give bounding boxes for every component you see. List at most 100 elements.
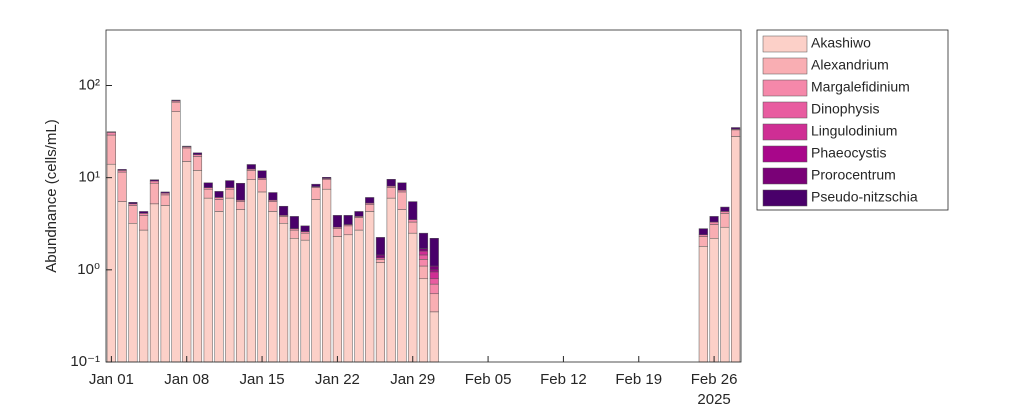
bar-segment	[117, 171, 127, 202]
bar-segment	[160, 192, 170, 196]
legend-label: Lingulodinium	[811, 123, 897, 139]
x-tick-label: Feb 19	[615, 371, 662, 388]
bar-segment	[225, 188, 235, 199]
bar-segment	[343, 225, 353, 236]
bar-segment	[117, 201, 127, 363]
x-tick-label: Jan 22	[315, 371, 360, 388]
bar-segment	[235, 182, 246, 201]
bar-segment	[332, 215, 342, 228]
bar-segment	[225, 197, 235, 363]
bar-segment	[354, 211, 364, 217]
bar-segment	[418, 254, 429, 260]
bar-segment	[429, 278, 439, 285]
bar-segment	[343, 215, 353, 225]
bar-segment	[332, 236, 342, 363]
bar-segment	[268, 211, 278, 363]
bar-segment	[408, 201, 418, 220]
bar-segment	[375, 237, 386, 256]
bar-segment	[418, 248, 429, 252]
bar-segment	[709, 224, 719, 239]
legend-label: Margalefidinium	[811, 79, 910, 95]
x-tick-label: Feb 05	[465, 371, 512, 388]
bar-segment	[128, 223, 138, 363]
bar-segment	[182, 161, 192, 363]
bar-segment	[709, 238, 719, 363]
bar-segment	[214, 211, 224, 363]
bar-segment	[408, 232, 418, 363]
bar-segment	[429, 293, 439, 313]
legend-label: Alexandrium	[811, 57, 889, 73]
y-tick-label: 10²	[78, 76, 100, 93]
bar-segment	[429, 311, 439, 363]
bar-segment	[698, 246, 708, 363]
bar-segment	[279, 205, 289, 216]
bar-segment	[171, 111, 181, 363]
bar-segment	[192, 152, 203, 155]
bar-segment	[720, 213, 730, 228]
x-tick-label: Jan 15	[240, 371, 285, 388]
bar-segment	[300, 239, 310, 363]
bar-segment	[343, 234, 353, 363]
legend-label: Dinophysis	[811, 101, 879, 117]
legend-swatch	[762, 57, 808, 75]
bar-segment	[106, 132, 116, 136]
legend-swatch	[762, 35, 808, 53]
bar-segment	[160, 194, 170, 206]
bar-segment	[128, 202, 138, 205]
bar-segment	[365, 211, 375, 363]
legend-label: Pseudo-nitzschia	[811, 189, 918, 205]
bar-segment	[257, 191, 267, 363]
bar-segment	[311, 187, 321, 200]
legend-label: Akashiwo	[811, 35, 871, 51]
bar-segment	[418, 278, 429, 363]
bar-segment	[429, 283, 439, 295]
y-axis-label: Abundnance (cells/mL)	[43, 119, 60, 272]
bar-segment	[418, 265, 429, 280]
y-tick-label: 10¹	[78, 169, 100, 186]
legend-label: Phaeocystis	[811, 145, 886, 161]
bar-segment	[279, 223, 289, 363]
bar-segment	[322, 177, 332, 179]
bar-segment	[418, 250, 429, 256]
bar-segment	[268, 192, 278, 201]
bar-segment	[160, 205, 170, 363]
bar-segment	[322, 179, 332, 190]
bar-segment	[139, 215, 149, 231]
bar-segment	[117, 170, 127, 173]
bar-segment	[429, 265, 439, 271]
bar-segment	[429, 238, 439, 267]
bar-segment	[149, 203, 159, 363]
bar-segment	[731, 136, 741, 363]
bar-segment	[139, 213, 149, 216]
bar-segment	[386, 197, 396, 363]
bar-segment	[106, 163, 116, 363]
bar-segment	[235, 209, 246, 363]
bar-segment	[311, 199, 321, 363]
legend-swatch	[762, 123, 808, 141]
bar-segment	[354, 217, 364, 231]
bar-segment	[418, 232, 429, 249]
y-tick-label: 10⁻¹	[70, 353, 100, 370]
legend-swatch	[762, 167, 808, 185]
bar-segment	[203, 188, 213, 199]
x-tick-label: Jan 08	[164, 371, 209, 388]
bar-segment	[214, 199, 224, 212]
bar-segment	[192, 156, 203, 171]
bar-segment	[429, 271, 439, 280]
bar-segment	[117, 169, 127, 171]
bar-segment	[214, 197, 224, 200]
bar-segment	[386, 179, 396, 187]
bar-segment	[246, 179, 256, 363]
legend-swatch	[762, 79, 808, 97]
bar-segment	[182, 145, 192, 148]
bar-segment	[375, 262, 386, 363]
bar-segment	[203, 182, 213, 188]
bar-segment	[192, 154, 203, 157]
bar-segment	[709, 221, 719, 225]
bar-segment	[214, 191, 224, 198]
bar-segment	[149, 179, 159, 182]
legend-swatch	[762, 189, 808, 207]
bar-segment	[182, 147, 192, 162]
bar-segment	[128, 205, 138, 224]
